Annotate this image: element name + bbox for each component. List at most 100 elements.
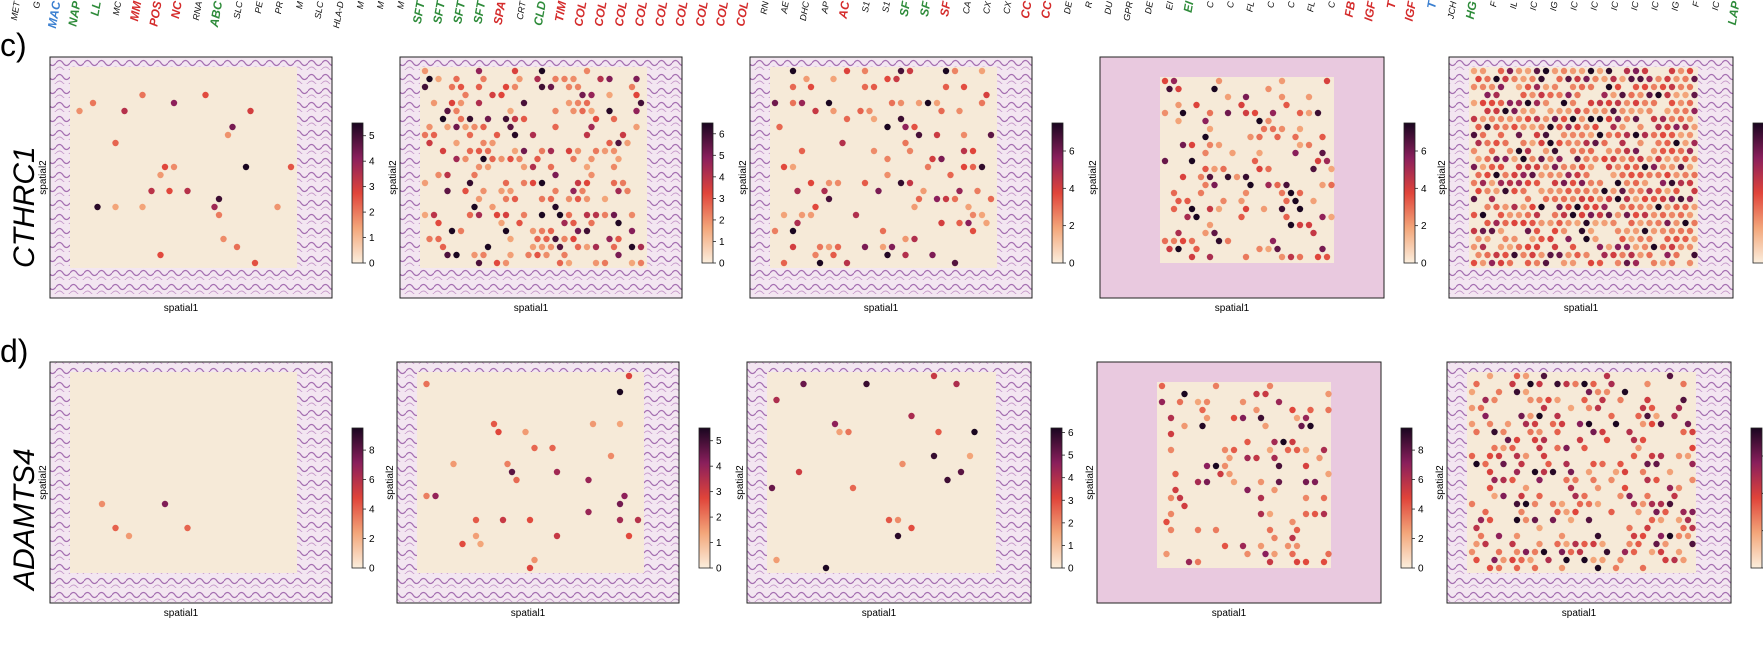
expression-spot [1193,213,1200,221]
expression-spot [1572,508,1579,516]
expression-spot [1319,133,1326,141]
expression-spot [1614,259,1622,267]
expression-spot [1617,556,1624,564]
expression-spot [1680,508,1687,516]
expression-spot [1194,558,1202,566]
expression-spot [1574,251,1581,259]
expression-spot [1325,406,1332,414]
expression-spot [251,259,259,267]
expression-spot [1181,422,1188,430]
expression-spot [619,179,627,187]
expression-spot [1302,478,1310,486]
expression-spot [489,139,496,147]
expression-spot [615,235,622,243]
expression-spot [1278,77,1286,85]
expression-spot [484,163,492,171]
expression-spot [1648,404,1656,412]
expression-spot [1563,508,1570,516]
expression-spot [538,195,546,203]
expression-spot [1242,253,1250,261]
expression-spot [1623,259,1631,267]
expression-spot [1188,253,1196,261]
expression-spot [1522,388,1530,396]
expression-spot [1603,436,1611,444]
expression-spot [1576,436,1584,444]
expression-spot [1493,123,1500,131]
expression-spot [938,155,945,163]
expression-spot [1542,131,1550,139]
expression-spot [601,147,609,155]
expression-spot [1283,181,1290,189]
expression-spot [462,123,469,131]
expression-spot [1655,91,1662,99]
expression-spot [628,227,636,235]
expression-spot [1470,115,1478,123]
top-gene-label: COL [612,0,630,27]
top-gene-label: COL [693,0,711,27]
colorbar-tick-label: 3 [369,182,375,193]
expression-spot [1511,187,1518,195]
expression-spot [1682,171,1689,179]
expression-spot [489,203,496,211]
expression-spot [529,243,537,251]
expression-spot [489,91,496,99]
expression-spot [1292,149,1299,157]
expression-spot [1538,203,1545,211]
expression-spot [224,131,232,139]
expression-spot [1257,510,1265,518]
expression-spot [1623,147,1631,155]
expression-spot [875,187,882,195]
expression-spot [1659,259,1667,267]
expression-spot [1569,83,1577,91]
expression-spot [1482,396,1489,404]
expression-spot [1293,542,1301,550]
expression-spot [1529,123,1536,131]
expression-spot [1691,107,1698,115]
expression-spot [583,99,591,107]
expression-spot [1497,99,1505,107]
expression-spot [1538,251,1545,259]
expression-spot [1583,155,1590,163]
colorbar [701,122,714,264]
expression-spot [1491,556,1498,564]
expression-spot [76,107,83,115]
expression-spot [1610,123,1617,131]
expression-spot [1623,163,1631,171]
expression-spot [432,492,439,500]
expression-spot [1319,181,1326,189]
expression-spot [1590,540,1597,548]
expression-spot [1175,117,1182,125]
expression-spot [1585,500,1593,508]
expression-spot [897,67,905,75]
expression-spot [170,163,178,171]
expression-spot [1238,197,1245,205]
expression-spot [1637,91,1644,99]
expression-spot [1549,500,1557,508]
expression-spot [1677,131,1685,139]
colorbar [1403,122,1416,264]
expression-spot [579,107,586,115]
expression-spot [556,243,564,251]
expression-spot [526,564,534,572]
expression-spot [1513,532,1521,540]
y-axis-label: spatial2 [738,160,749,195]
top-gene-label: SFT [430,0,448,25]
expression-spot [526,516,534,524]
expression-spot [1509,444,1516,452]
expression-spot [822,564,830,572]
expression-spot [1592,123,1599,131]
expression-spot [1488,195,1496,203]
expression-spot [1650,195,1658,203]
top-gene-label: COL [571,0,589,27]
expression-spot [1574,123,1581,131]
expression-spot [1605,67,1613,75]
expression-spot [426,123,433,131]
expression-spot [1572,380,1579,388]
expression-spot [1296,205,1304,213]
expression-spot [1307,406,1314,414]
expression-spot [1547,91,1554,99]
expression-spot [1529,139,1536,147]
expression-spot [534,235,541,243]
expression-spot [628,243,636,251]
expression-spot [1587,131,1595,139]
